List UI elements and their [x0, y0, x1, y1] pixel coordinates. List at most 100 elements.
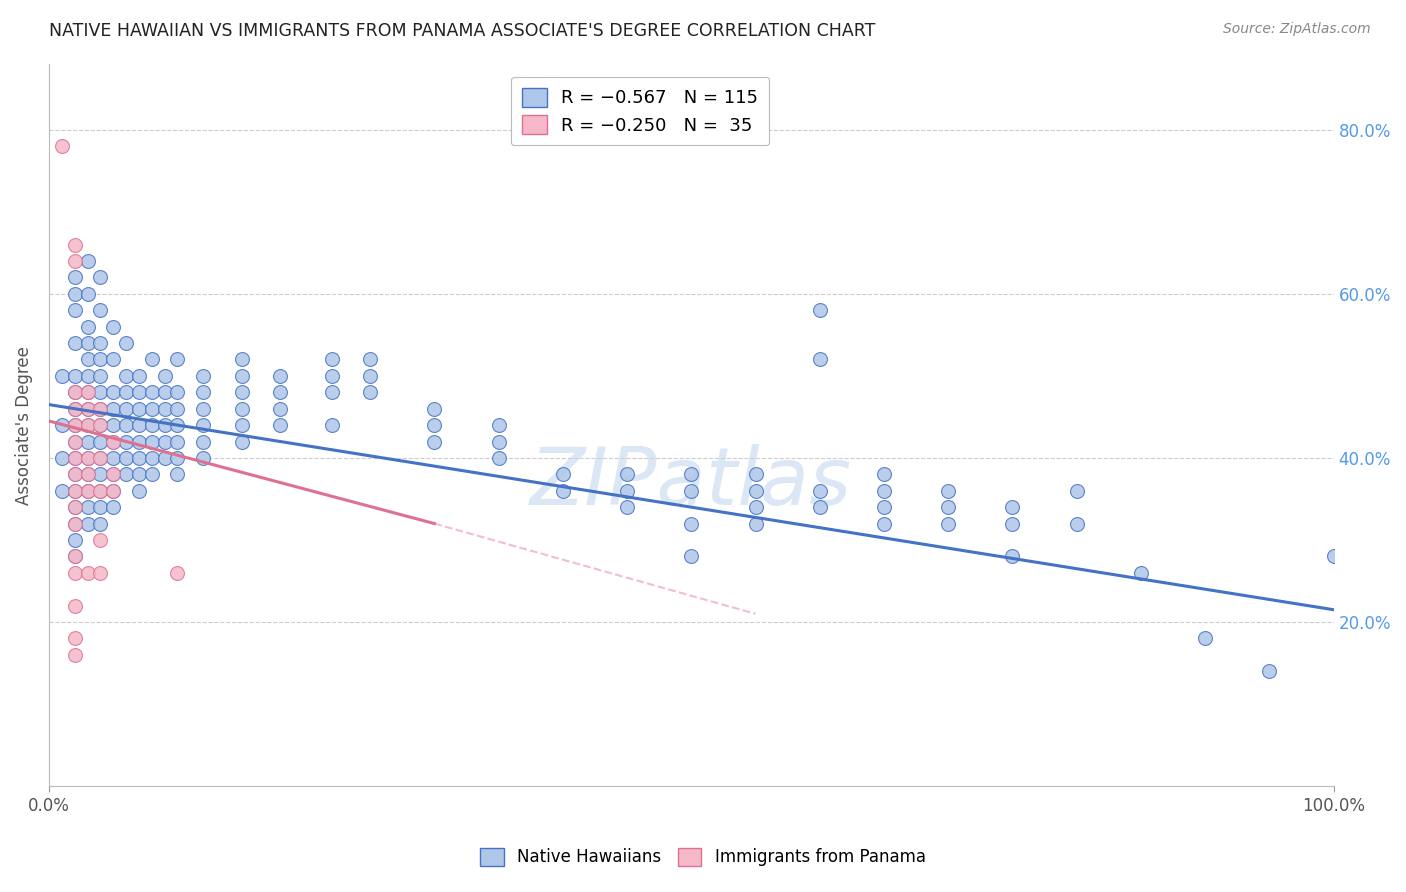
Point: [89, 450, 111, 465]
Point: [808, 352, 831, 367]
Point: [141, 401, 163, 416]
Point: [936, 516, 959, 531]
Point: [76, 434, 98, 449]
Point: [76, 467, 98, 482]
Point: [76, 286, 98, 301]
Point: [89, 270, 111, 285]
Point: [166, 401, 188, 416]
Point: [231, 401, 253, 416]
Point: [76, 483, 98, 498]
Point: [63, 549, 86, 564]
Point: [166, 566, 188, 580]
Point: [321, 368, 343, 383]
Point: [103, 450, 125, 465]
Point: [191, 450, 214, 465]
Point: [141, 385, 163, 400]
Point: [191, 418, 214, 433]
Point: [76, 418, 98, 433]
Point: [63, 237, 86, 252]
Point: [89, 352, 111, 367]
Point: [359, 385, 381, 400]
Point: [63, 483, 86, 498]
Point: [128, 401, 150, 416]
Point: [103, 352, 125, 367]
Point: [166, 385, 188, 400]
Point: [321, 352, 343, 367]
Legend: R = −0.567   N = 115, R = −0.250   N =  35: R = −0.567 N = 115, R = −0.250 N = 35: [510, 77, 769, 145]
Point: [269, 401, 291, 416]
Point: [63, 467, 86, 482]
Point: [63, 632, 86, 646]
Point: [744, 467, 766, 482]
Point: [63, 533, 86, 547]
Point: [115, 401, 138, 416]
Point: [76, 254, 98, 268]
Point: [89, 467, 111, 482]
Point: [115, 467, 138, 482]
Point: [269, 385, 291, 400]
Point: [423, 434, 446, 449]
Point: [63, 401, 86, 416]
Point: [76, 401, 98, 416]
Point: [63, 467, 86, 482]
Point: [191, 368, 214, 383]
Point: [1258, 665, 1281, 679]
Point: [128, 450, 150, 465]
Point: [269, 418, 291, 433]
Point: [89, 418, 111, 433]
Point: [616, 467, 638, 482]
Point: [89, 483, 111, 498]
Point: [808, 500, 831, 515]
Point: [269, 368, 291, 383]
Point: [76, 450, 98, 465]
Point: [63, 401, 86, 416]
Point: [359, 368, 381, 383]
Point: [153, 434, 176, 449]
Point: [76, 418, 98, 433]
Point: [63, 549, 86, 564]
Point: [89, 483, 111, 498]
Text: NATIVE HAWAIIAN VS IMMIGRANTS FROM PANAMA ASSOCIATE'S DEGREE CORRELATION CHART: NATIVE HAWAIIAN VS IMMIGRANTS FROM PANAM…: [49, 22, 876, 40]
Point: [1323, 549, 1346, 564]
Point: [51, 368, 73, 383]
Point: [51, 418, 73, 433]
Point: [89, 516, 111, 531]
Point: [128, 418, 150, 433]
Point: [873, 516, 896, 531]
Point: [166, 434, 188, 449]
Point: [1001, 500, 1024, 515]
Point: [1001, 516, 1024, 531]
Point: [89, 336, 111, 351]
Point: [63, 368, 86, 383]
Point: [166, 467, 188, 482]
Point: [103, 385, 125, 400]
Point: [231, 385, 253, 400]
Text: Source: ZipAtlas.com: Source: ZipAtlas.com: [1223, 22, 1371, 37]
Point: [321, 385, 343, 400]
Point: [115, 336, 138, 351]
Point: [488, 434, 510, 449]
Point: [488, 418, 510, 433]
Point: [63, 286, 86, 301]
Y-axis label: Associate's Degree: Associate's Degree: [15, 346, 32, 505]
Point: [551, 483, 574, 498]
Point: [1066, 483, 1088, 498]
Point: [89, 401, 111, 416]
Point: [103, 483, 125, 498]
Point: [76, 450, 98, 465]
Point: [231, 352, 253, 367]
Point: [936, 500, 959, 515]
Point: [744, 500, 766, 515]
Point: [76, 319, 98, 334]
Point: [103, 434, 125, 449]
Point: [873, 467, 896, 482]
Point: [873, 483, 896, 498]
Point: [63, 483, 86, 498]
Point: [103, 401, 125, 416]
Point: [321, 418, 343, 433]
Point: [681, 516, 703, 531]
Point: [89, 303, 111, 318]
Point: [76, 368, 98, 383]
Point: [166, 352, 188, 367]
Point: [103, 418, 125, 433]
